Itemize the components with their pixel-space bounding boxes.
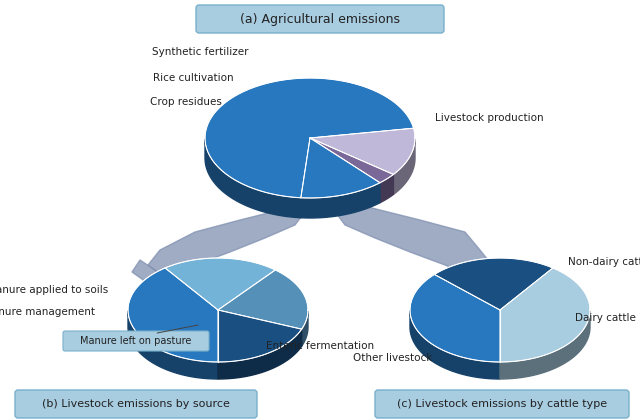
FancyBboxPatch shape xyxy=(375,390,629,418)
Polygon shape xyxy=(310,185,492,278)
Text: (a) Agricultural emissions: (a) Agricultural emissions xyxy=(240,13,400,26)
Polygon shape xyxy=(148,185,310,278)
Text: Manure left on pasture: Manure left on pasture xyxy=(80,336,192,346)
Polygon shape xyxy=(218,270,308,329)
Text: Manure management: Manure management xyxy=(0,307,95,317)
Polygon shape xyxy=(380,174,394,203)
Text: Enteric fermentation: Enteric fermentation xyxy=(266,341,374,351)
Text: (b) Livestock emissions by source: (b) Livestock emissions by source xyxy=(42,399,230,409)
Text: Dairy cattle: Dairy cattle xyxy=(575,313,636,323)
Polygon shape xyxy=(218,310,301,362)
Polygon shape xyxy=(470,260,508,292)
Text: Other livestock: Other livestock xyxy=(353,353,433,363)
FancyBboxPatch shape xyxy=(63,331,209,351)
Polygon shape xyxy=(394,138,415,194)
Polygon shape xyxy=(310,138,394,183)
FancyBboxPatch shape xyxy=(15,390,257,418)
Polygon shape xyxy=(500,311,590,379)
Polygon shape xyxy=(128,268,218,362)
Polygon shape xyxy=(205,78,413,198)
Text: Crop residues: Crop residues xyxy=(150,97,222,107)
Polygon shape xyxy=(301,183,380,218)
Polygon shape xyxy=(410,310,500,379)
Polygon shape xyxy=(301,138,380,198)
Polygon shape xyxy=(132,260,170,292)
Text: Livestock production: Livestock production xyxy=(435,113,543,123)
Text: Non-dairy cattle: Non-dairy cattle xyxy=(568,257,640,267)
Polygon shape xyxy=(310,128,415,174)
Polygon shape xyxy=(165,258,275,310)
Polygon shape xyxy=(301,310,308,346)
Text: Synthetic fertilizer: Synthetic fertilizer xyxy=(152,47,248,57)
Polygon shape xyxy=(435,258,553,310)
Text: Manure applied to soils: Manure applied to soils xyxy=(0,285,108,295)
Text: Rice cultivation: Rice cultivation xyxy=(154,73,234,83)
Polygon shape xyxy=(218,329,301,379)
Polygon shape xyxy=(128,311,218,379)
Polygon shape xyxy=(500,268,590,362)
FancyBboxPatch shape xyxy=(196,5,444,33)
Polygon shape xyxy=(205,139,301,218)
Text: (c) Livestock emissions by cattle type: (c) Livestock emissions by cattle type xyxy=(397,399,607,409)
Polygon shape xyxy=(410,274,500,362)
